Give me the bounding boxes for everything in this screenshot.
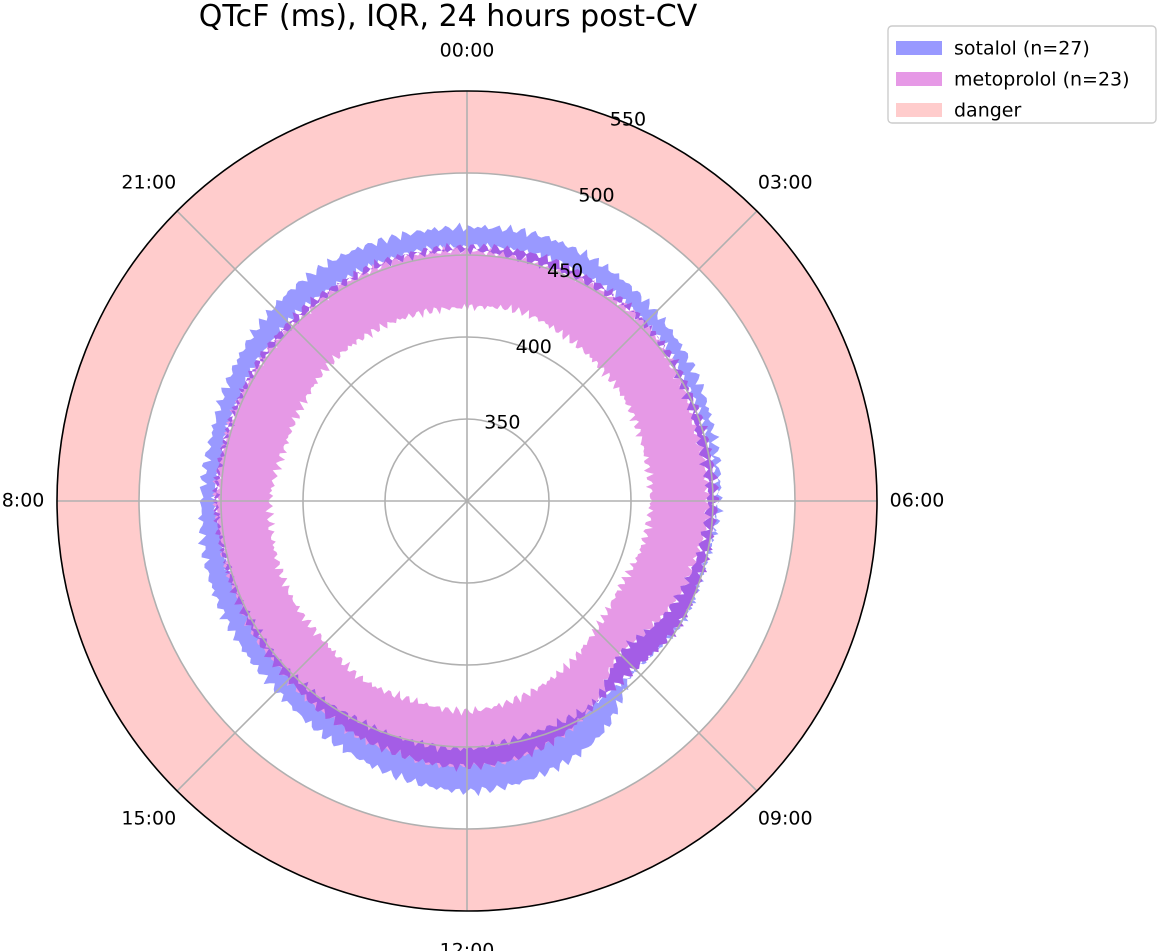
legend-label: metoprolol (n=23) [954,69,1130,91]
r-tick-label: 350 [484,412,520,434]
legend-box [887,25,1157,124]
theta-tick-label: 15:00 [121,808,176,830]
theta-tick-label: 18:00 [0,490,44,512]
theta-tick-label: 00:00 [440,40,495,62]
theta-gridline [466,500,758,792]
theta-gridline [176,500,468,792]
r-tick-label: 400 [516,336,552,358]
plot-area: 350 400 450 500 550 00:00 03:00 06:00 09:00 12:00… [0,40,944,951]
theta-tick-label: 06:00 [890,490,945,512]
theta-tick-label: 09:00 [758,808,813,830]
theta-tick-label: 03:00 [758,171,813,193]
chart-title: QTcF (ms), IQR, 24 hours post-CV [199,0,698,34]
legend-label: danger [954,100,1021,122]
theta-tick-label: 21:00 [121,171,176,193]
legend-swatch [896,72,942,86]
theta-gridline [466,210,758,502]
theta-tick-label: 12:00 [440,940,495,951]
legend: sotalol (n=27) metoprolol (n=23) danger [887,25,1157,124]
r-tick-label: 500 [578,184,614,206]
theta-gridline [176,210,468,502]
legend-swatch [896,103,942,117]
legend-label: sotalol (n=27) [954,38,1090,60]
r-tick-label: 450 [547,260,583,282]
polar-spine [56,90,878,912]
r-tick-label: 550 [610,109,646,131]
legend-swatch [896,41,942,55]
